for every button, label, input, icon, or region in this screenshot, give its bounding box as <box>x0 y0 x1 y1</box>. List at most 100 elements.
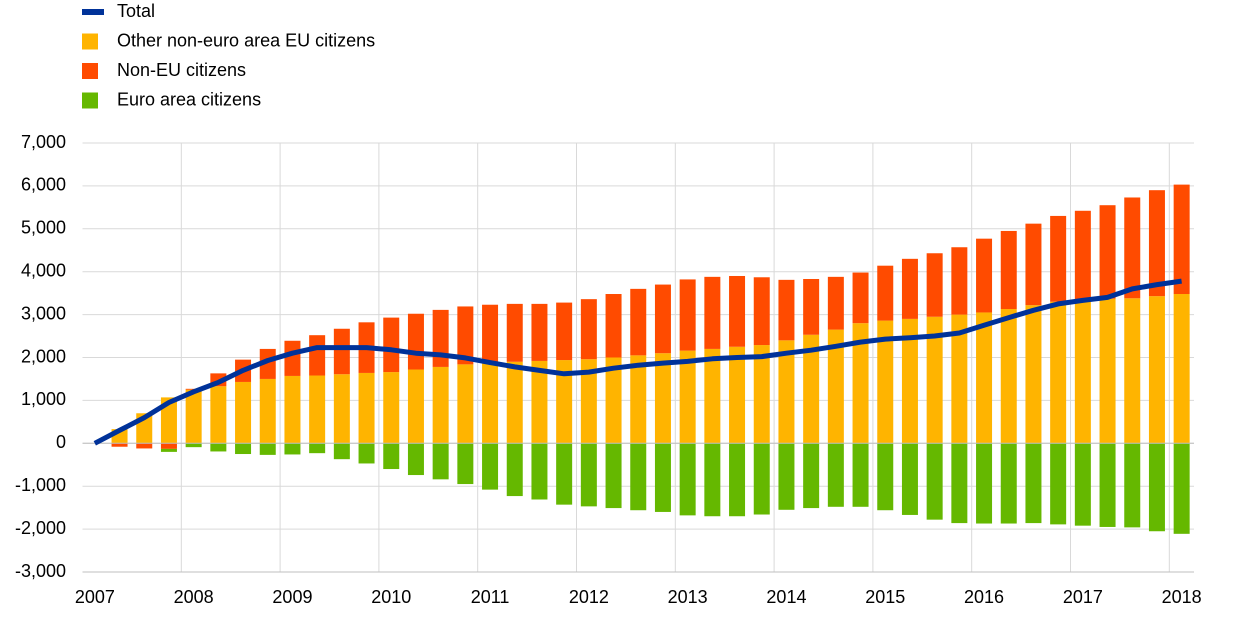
y-tick-label: 1,000 <box>21 389 66 409</box>
bar <box>111 443 128 447</box>
x-tick-label: 2013 <box>668 587 708 607</box>
bar <box>235 443 252 455</box>
legend-label: Total <box>117 1 155 21</box>
x-tick-label: 2008 <box>174 587 214 607</box>
bar <box>605 294 622 358</box>
bar <box>506 303 523 362</box>
bar <box>951 314 968 444</box>
bar <box>482 304 499 363</box>
bar <box>531 443 548 500</box>
y-tick-label: 7,000 <box>21 132 66 152</box>
bar <box>160 448 177 452</box>
bar <box>333 374 350 444</box>
bar <box>852 272 869 324</box>
bar <box>1000 309 1017 444</box>
bar <box>1124 443 1141 528</box>
bar <box>1148 443 1165 532</box>
bar <box>976 238 993 313</box>
legend-label: Non-EU citizens <box>117 60 246 80</box>
legend-marker <box>82 33 98 50</box>
bar <box>407 369 424 444</box>
bar <box>926 316 943 444</box>
bar <box>1124 197 1141 299</box>
bar <box>506 361 523 444</box>
bar <box>1050 301 1067 444</box>
bar <box>704 443 721 517</box>
bar <box>1074 443 1091 526</box>
y-tick-label: -2,000 <box>15 518 66 538</box>
y-tick-label: 5,000 <box>21 218 66 238</box>
bar <box>778 340 795 444</box>
bar <box>679 443 696 516</box>
bar <box>877 320 894 444</box>
bar <box>309 335 326 376</box>
x-tick-label: 2018 <box>1162 587 1202 607</box>
bar <box>1148 296 1165 444</box>
bar <box>753 345 770 444</box>
bar <box>432 366 449 444</box>
bar <box>482 362 499 444</box>
bar <box>901 443 918 515</box>
bar <box>284 443 301 455</box>
bar <box>654 443 671 512</box>
bar <box>827 329 844 444</box>
bar <box>1025 305 1042 444</box>
bar <box>1074 210 1091 300</box>
bar <box>407 443 424 476</box>
bar <box>284 340 301 376</box>
bar <box>951 247 968 315</box>
bar <box>605 357 622 444</box>
bar <box>630 443 647 511</box>
bar <box>1025 223 1042 306</box>
bar <box>951 443 968 524</box>
bar <box>259 378 276 444</box>
bar <box>383 317 400 373</box>
bar <box>259 348 276 379</box>
bar <box>1173 294 1190 444</box>
bar <box>259 443 276 455</box>
bar <box>1148 190 1165 297</box>
y-tick-label: -3,000 <box>15 561 66 581</box>
bar <box>901 318 918 444</box>
bar <box>457 364 474 444</box>
bar <box>457 443 474 485</box>
bar <box>630 288 647 356</box>
bar <box>926 443 943 520</box>
bar <box>803 334 820 444</box>
bar <box>852 323 869 444</box>
bar <box>1099 443 1116 527</box>
x-tick-label: 2007 <box>75 587 115 607</box>
bar <box>457 306 474 365</box>
bar <box>679 350 696 444</box>
bar <box>358 372 375 444</box>
bar <box>827 276 844 330</box>
bar <box>1050 443 1067 525</box>
bar <box>432 443 449 480</box>
legend-label: Other non-euro area EU citizens <box>117 30 375 50</box>
bar <box>753 277 770 346</box>
bar <box>1074 299 1091 444</box>
bar <box>1099 205 1116 299</box>
bar <box>926 253 943 317</box>
y-tick-label: 0 <box>56 432 66 452</box>
bar <box>704 348 721 444</box>
bar <box>506 443 523 497</box>
bar <box>729 346 746 444</box>
x-tick-label: 2011 <box>471 587 510 607</box>
bar <box>309 375 326 444</box>
bar <box>383 443 400 470</box>
bar <box>654 353 671 444</box>
y-tick-label: 2,000 <box>21 346 66 366</box>
y-tick-label: 4,000 <box>21 260 66 280</box>
bar <box>383 372 400 444</box>
bar <box>852 443 869 507</box>
bar <box>432 309 449 367</box>
bar <box>210 443 227 452</box>
bar <box>877 443 894 511</box>
x-tick-label: 2017 <box>1063 587 1103 607</box>
bar <box>729 443 746 517</box>
bar <box>580 359 597 444</box>
bar <box>605 443 622 509</box>
bar <box>704 276 721 349</box>
bar <box>235 381 252 444</box>
